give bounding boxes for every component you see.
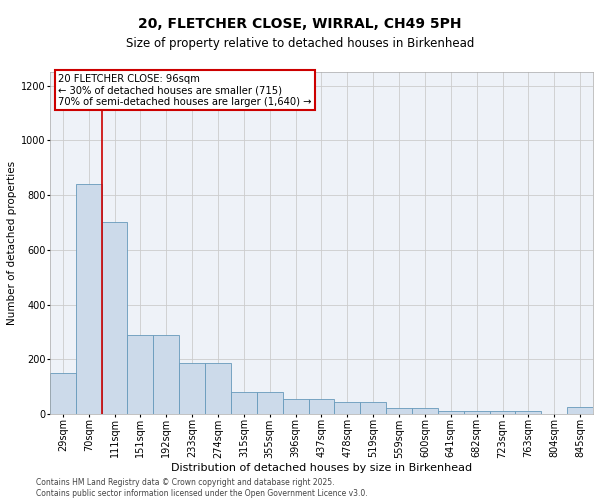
Bar [308,399,334,414]
Text: 20 FLETCHER CLOSE: 96sqm
← 30% of detached houses are smaller (715)
70% of semi-: 20 FLETCHER CLOSE: 96sqm ← 30% of detach… [58,74,311,107]
X-axis label: Distribution of detached houses by size in Birkenhead: Distribution of detached houses by size … [171,463,472,473]
Bar [257,392,283,414]
Bar [567,407,593,414]
Bar [438,411,464,414]
Y-axis label: Number of detached properties: Number of detached properties [7,161,17,325]
Bar [386,408,412,414]
Bar [127,334,154,414]
Bar [334,402,360,414]
Bar [283,399,308,414]
Bar [101,222,127,414]
Text: 20, FLETCHER CLOSE, WIRRAL, CH49 5PH: 20, FLETCHER CLOSE, WIRRAL, CH49 5PH [138,18,462,32]
Bar [50,373,76,414]
Bar [205,364,231,414]
Bar [464,411,490,414]
Text: Size of property relative to detached houses in Birkenhead: Size of property relative to detached ho… [126,38,474,51]
Bar [154,334,179,414]
Bar [515,411,541,414]
Bar [490,411,515,414]
Bar [231,392,257,414]
Bar [76,184,101,414]
Bar [360,402,386,414]
Bar [179,364,205,414]
Text: Contains HM Land Registry data © Crown copyright and database right 2025.
Contai: Contains HM Land Registry data © Crown c… [36,478,368,498]
Bar [412,408,438,414]
